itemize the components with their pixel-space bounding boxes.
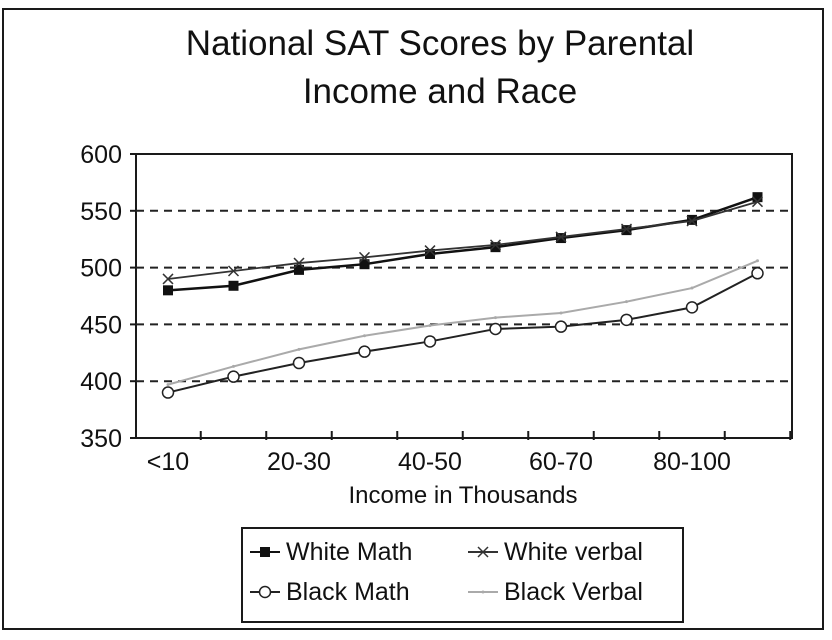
point-s2-5 <box>489 322 502 336</box>
point-s0-5 <box>490 242 501 253</box>
point-s0-4 <box>425 248 435 259</box>
point-s2-0 <box>161 386 175 399</box>
legend-marker-2 <box>258 585 272 599</box>
y-tick-label-500: 500 <box>80 255 122 283</box>
series-line-1 <box>167 200 758 280</box>
point-s1-5 <box>489 239 502 251</box>
point-s0-7 <box>621 225 632 236</box>
point-s1-7 <box>620 223 633 235</box>
series-line-2 <box>167 272 758 394</box>
point-s1-8-stroke-b <box>686 215 698 227</box>
point-s1-3-stroke-b <box>358 251 371 263</box>
legend-label-0: White Math <box>286 538 412 566</box>
point-s0-6 <box>556 233 566 244</box>
x-tick-label-2: 20-30 <box>267 448 331 476</box>
point-s0-9 <box>752 192 763 203</box>
point-s3-4 <box>428 324 432 328</box>
legend: White Math White verbal Black Math Black Ve… <box>241 527 684 623</box>
point-s3-0 <box>166 383 170 387</box>
chart-title-line-2: Income and Race <box>303 72 577 111</box>
point-s1-4 <box>424 245 436 257</box>
point-s3-9 <box>756 259 759 263</box>
point-s3-6 <box>559 311 563 315</box>
point-s0-8 <box>687 214 697 225</box>
point-s3-3 <box>363 334 366 338</box>
plot-area: 350 400 450 500 550 600 <10 20-30 40-50 60-70 80-1… <box>80 141 793 476</box>
y-tick-label-550: 550 <box>80 198 122 226</box>
point-s3-2 <box>297 347 301 351</box>
point-s2-6 <box>554 320 568 333</box>
chart-title-line-1: National SAT Scores by Parental <box>186 24 694 63</box>
point-s0-3 <box>359 259 370 270</box>
point-s1-2-stroke-b <box>293 257 305 269</box>
point-s1-4-stroke-b <box>424 245 436 257</box>
point-s0-2 <box>294 264 304 275</box>
x-tick-label-0: <10 <box>147 448 189 476</box>
chart-border <box>2 8 824 630</box>
point-s3-8 <box>690 286 694 290</box>
series-line-3 <box>167 259 758 386</box>
y-tick-label-350: 350 <box>80 425 122 453</box>
legend-marker-1 <box>477 546 489 558</box>
legend-box <box>241 527 684 623</box>
point-s2-2 <box>292 356 306 370</box>
point-s3-1 <box>232 364 235 368</box>
legend-label-1: White verbal <box>504 538 643 566</box>
point-s2-9 <box>751 267 764 280</box>
point-s2-7 <box>620 313 633 327</box>
legend-marker-0 <box>260 547 270 557</box>
point-s2-8 <box>685 301 699 314</box>
y-tick-label-450: 450 <box>80 311 122 339</box>
point-s0-1 <box>228 280 239 291</box>
point-s2-1 <box>227 370 240 383</box>
x-tick-label-6: 60-70 <box>529 448 593 476</box>
point-s0-0 <box>163 285 173 296</box>
point-s1-1 <box>227 265 240 277</box>
point-s1-1-stroke-b <box>227 265 240 277</box>
point-s1-0 <box>162 273 174 285</box>
plot-border <box>135 153 793 439</box>
legend-label-3: Black Verbal <box>504 578 643 606</box>
point-s1-2 <box>293 257 305 269</box>
x-axis-title: Income in Thousands <box>348 482 577 509</box>
point-s2-3 <box>358 345 371 358</box>
x-tick-label-4: 40-50 <box>398 448 462 476</box>
legend-label-2: Black Math <box>286 578 410 606</box>
point-s1-8 <box>686 215 698 227</box>
y-tick-label-400: 400 <box>80 368 122 396</box>
point-s1-7-stroke-b <box>620 223 633 235</box>
point-s3-7 <box>625 300 628 304</box>
legend-marker-3 <box>481 590 485 594</box>
point-s1-9 <box>751 196 764 208</box>
point-s1-6 <box>555 231 567 243</box>
point-s1-0-stroke-b <box>162 273 174 285</box>
point-s1-9-stroke-b <box>751 196 764 208</box>
point-s2-4 <box>423 335 437 348</box>
point-s3-5 <box>494 316 497 320</box>
x-tick-label-8: 80-100 <box>653 448 731 476</box>
y-tick-label-600: 600 <box>80 141 122 169</box>
legend-marker-1-stroke-b <box>477 546 489 558</box>
point-s1-3 <box>358 251 371 263</box>
point-s1-6-stroke-b <box>555 231 567 243</box>
point-s1-5-stroke-b <box>489 239 502 251</box>
